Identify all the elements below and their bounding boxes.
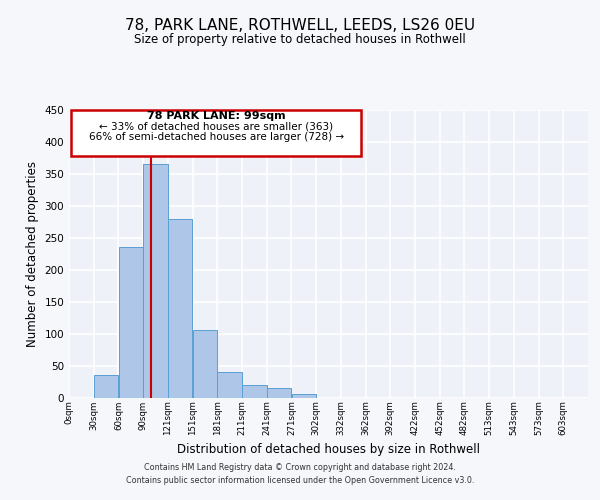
X-axis label: Distribution of detached houses by size in Rothwell: Distribution of detached houses by size … [177,444,480,456]
Text: 78, PARK LANE, ROTHWELL, LEEDS, LS26 0EU: 78, PARK LANE, ROTHWELL, LEEDS, LS26 0EU [125,18,475,32]
Text: Contains HM Land Registry data © Crown copyright and database right 2024.: Contains HM Land Registry data © Crown c… [144,462,456,471]
Bar [143,164,167,398]
Bar [242,384,266,398]
Bar [292,394,316,398]
Bar [168,218,193,398]
Bar [94,375,118,398]
Bar [267,388,291,398]
Bar [217,372,242,398]
Text: ← 33% of detached houses are smaller (363): ← 33% of detached houses are smaller (36… [100,122,334,132]
Text: Size of property relative to detached houses in Rothwell: Size of property relative to detached ho… [134,32,466,46]
Y-axis label: Number of detached properties: Number of detached properties [26,161,39,347]
Text: Contains public sector information licensed under the Open Government Licence v3: Contains public sector information licen… [126,476,474,485]
Bar [193,330,217,398]
Text: 78 PARK LANE: 99sqm: 78 PARK LANE: 99sqm [147,112,286,122]
Text: 66% of semi-detached houses are larger (728) →: 66% of semi-detached houses are larger (… [89,132,344,142]
Bar [119,248,143,398]
FancyBboxPatch shape [71,110,361,156]
